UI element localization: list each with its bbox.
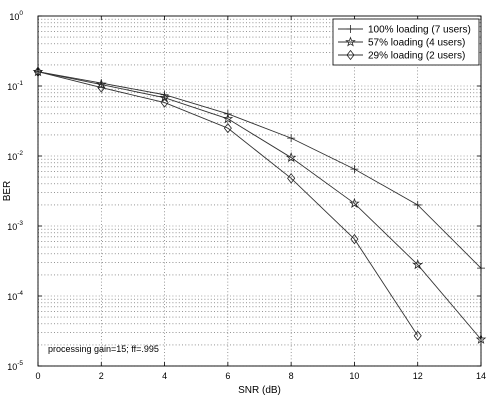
grid (37, 16, 482, 367)
y-tick-base: 10 (7, 362, 17, 372)
x-tick-label: 8 (289, 371, 294, 381)
legend-label: 29% loading (2 users) (368, 51, 465, 62)
y-tick-exponent: -4 (17, 290, 23, 297)
plus-marker-shape (350, 165, 359, 174)
plus-marker-shape (413, 200, 422, 209)
star-marker (349, 197, 360, 208)
diamond-marker (413, 330, 422, 341)
y-tick-label: 10-4 (7, 290, 23, 302)
star-marker-shape (285, 151, 297, 163)
legend-item-0: 100% loading (7 users) (338, 25, 471, 36)
y-tick-label: 10-5 (7, 360, 23, 372)
diamond-marker-shape (287, 173, 296, 184)
x-tick-label: 10 (349, 371, 359, 381)
star-marker-shape (222, 113, 234, 124)
x-tick-label: 6 (225, 371, 230, 381)
star-marker (345, 36, 356, 47)
series-line-0 (37, 71, 482, 269)
y-tick-exponent: -5 (17, 360, 23, 367)
legend-label: 100% loading (7 users) (368, 25, 471, 36)
y-tick-base: 10 (7, 292, 17, 302)
legend-label: 57% loading (4 users) (368, 38, 465, 49)
diamond-marker (160, 97, 169, 108)
star-marker-shape (412, 259, 424, 270)
series-2 (33, 66, 422, 341)
plus-marker (350, 165, 359, 174)
diamond-marker-shape (223, 122, 232, 134)
plus-marker (413, 200, 422, 209)
y-tick-label: 10-1 (7, 80, 23, 92)
y-tick-exponent: -2 (17, 150, 23, 157)
x-tick-label: 0 (35, 371, 40, 381)
y-tick-exponent: 0 (19, 10, 23, 17)
annotation-text: processing gain=15; ff=.995 (48, 344, 159, 354)
star-marker (95, 78, 107, 90)
star-marker-shape (159, 92, 170, 103)
plus-marker (287, 134, 296, 143)
legend-item-1: 57% loading (4 users) (338, 36, 465, 49)
x-tick-label: 2 (99, 371, 104, 381)
plus-marker-shape (287, 134, 296, 143)
legend: 100% loading (7 users) 57% loading (4 use… (332, 18, 480, 66)
series-1 (32, 66, 487, 344)
y-tick-label: 10-2 (7, 150, 23, 162)
diamond-marker-shape (346, 49, 355, 61)
diamond-marker (223, 122, 232, 134)
star-marker-shape (95, 78, 107, 90)
x-axis-label: SNR (dB) (238, 385, 281, 396)
plus-marker (346, 25, 355, 33)
star-marker-shape (349, 197, 360, 208)
star-marker (159, 92, 170, 103)
diamond-marker-shape (97, 82, 106, 93)
star-marker (222, 113, 234, 124)
y-tick-base: 10 (9, 12, 19, 22)
y-tick-base: 10 (7, 82, 17, 92)
y-tick-base: 10 (7, 222, 17, 232)
star-marker (412, 259, 424, 270)
series-line-1 (37, 71, 482, 340)
plus-marker-shape (346, 25, 355, 33)
x-tick-label: 12 (413, 371, 423, 381)
diamond-marker-shape (350, 233, 359, 245)
diamond-marker (350, 233, 359, 245)
y-tick-exponent: -3 (17, 220, 23, 227)
y-tick-label: 100 (9, 10, 23, 22)
series-line-2 (37, 71, 419, 337)
y-axis-label: BER (2, 181, 13, 202)
x-tick-label: 4 (162, 371, 167, 381)
diamond-marker-shape (160, 97, 169, 108)
legend-item-2: 29% loading (2 users) (338, 49, 465, 62)
y-tick-label: 10-3 (7, 220, 23, 232)
star-marker (285, 151, 297, 163)
y-tick-base: 10 (7, 152, 17, 162)
diamond-marker (97, 82, 106, 93)
diamond-marker (346, 49, 355, 61)
star-marker-shape (345, 36, 356, 47)
y-tick-exponent: -1 (17, 80, 23, 87)
x-tick-label: 14 (476, 371, 486, 381)
diamond-marker-shape (413, 330, 422, 341)
plot-frame (37, 15, 482, 367)
diamond-marker (287, 173, 296, 184)
